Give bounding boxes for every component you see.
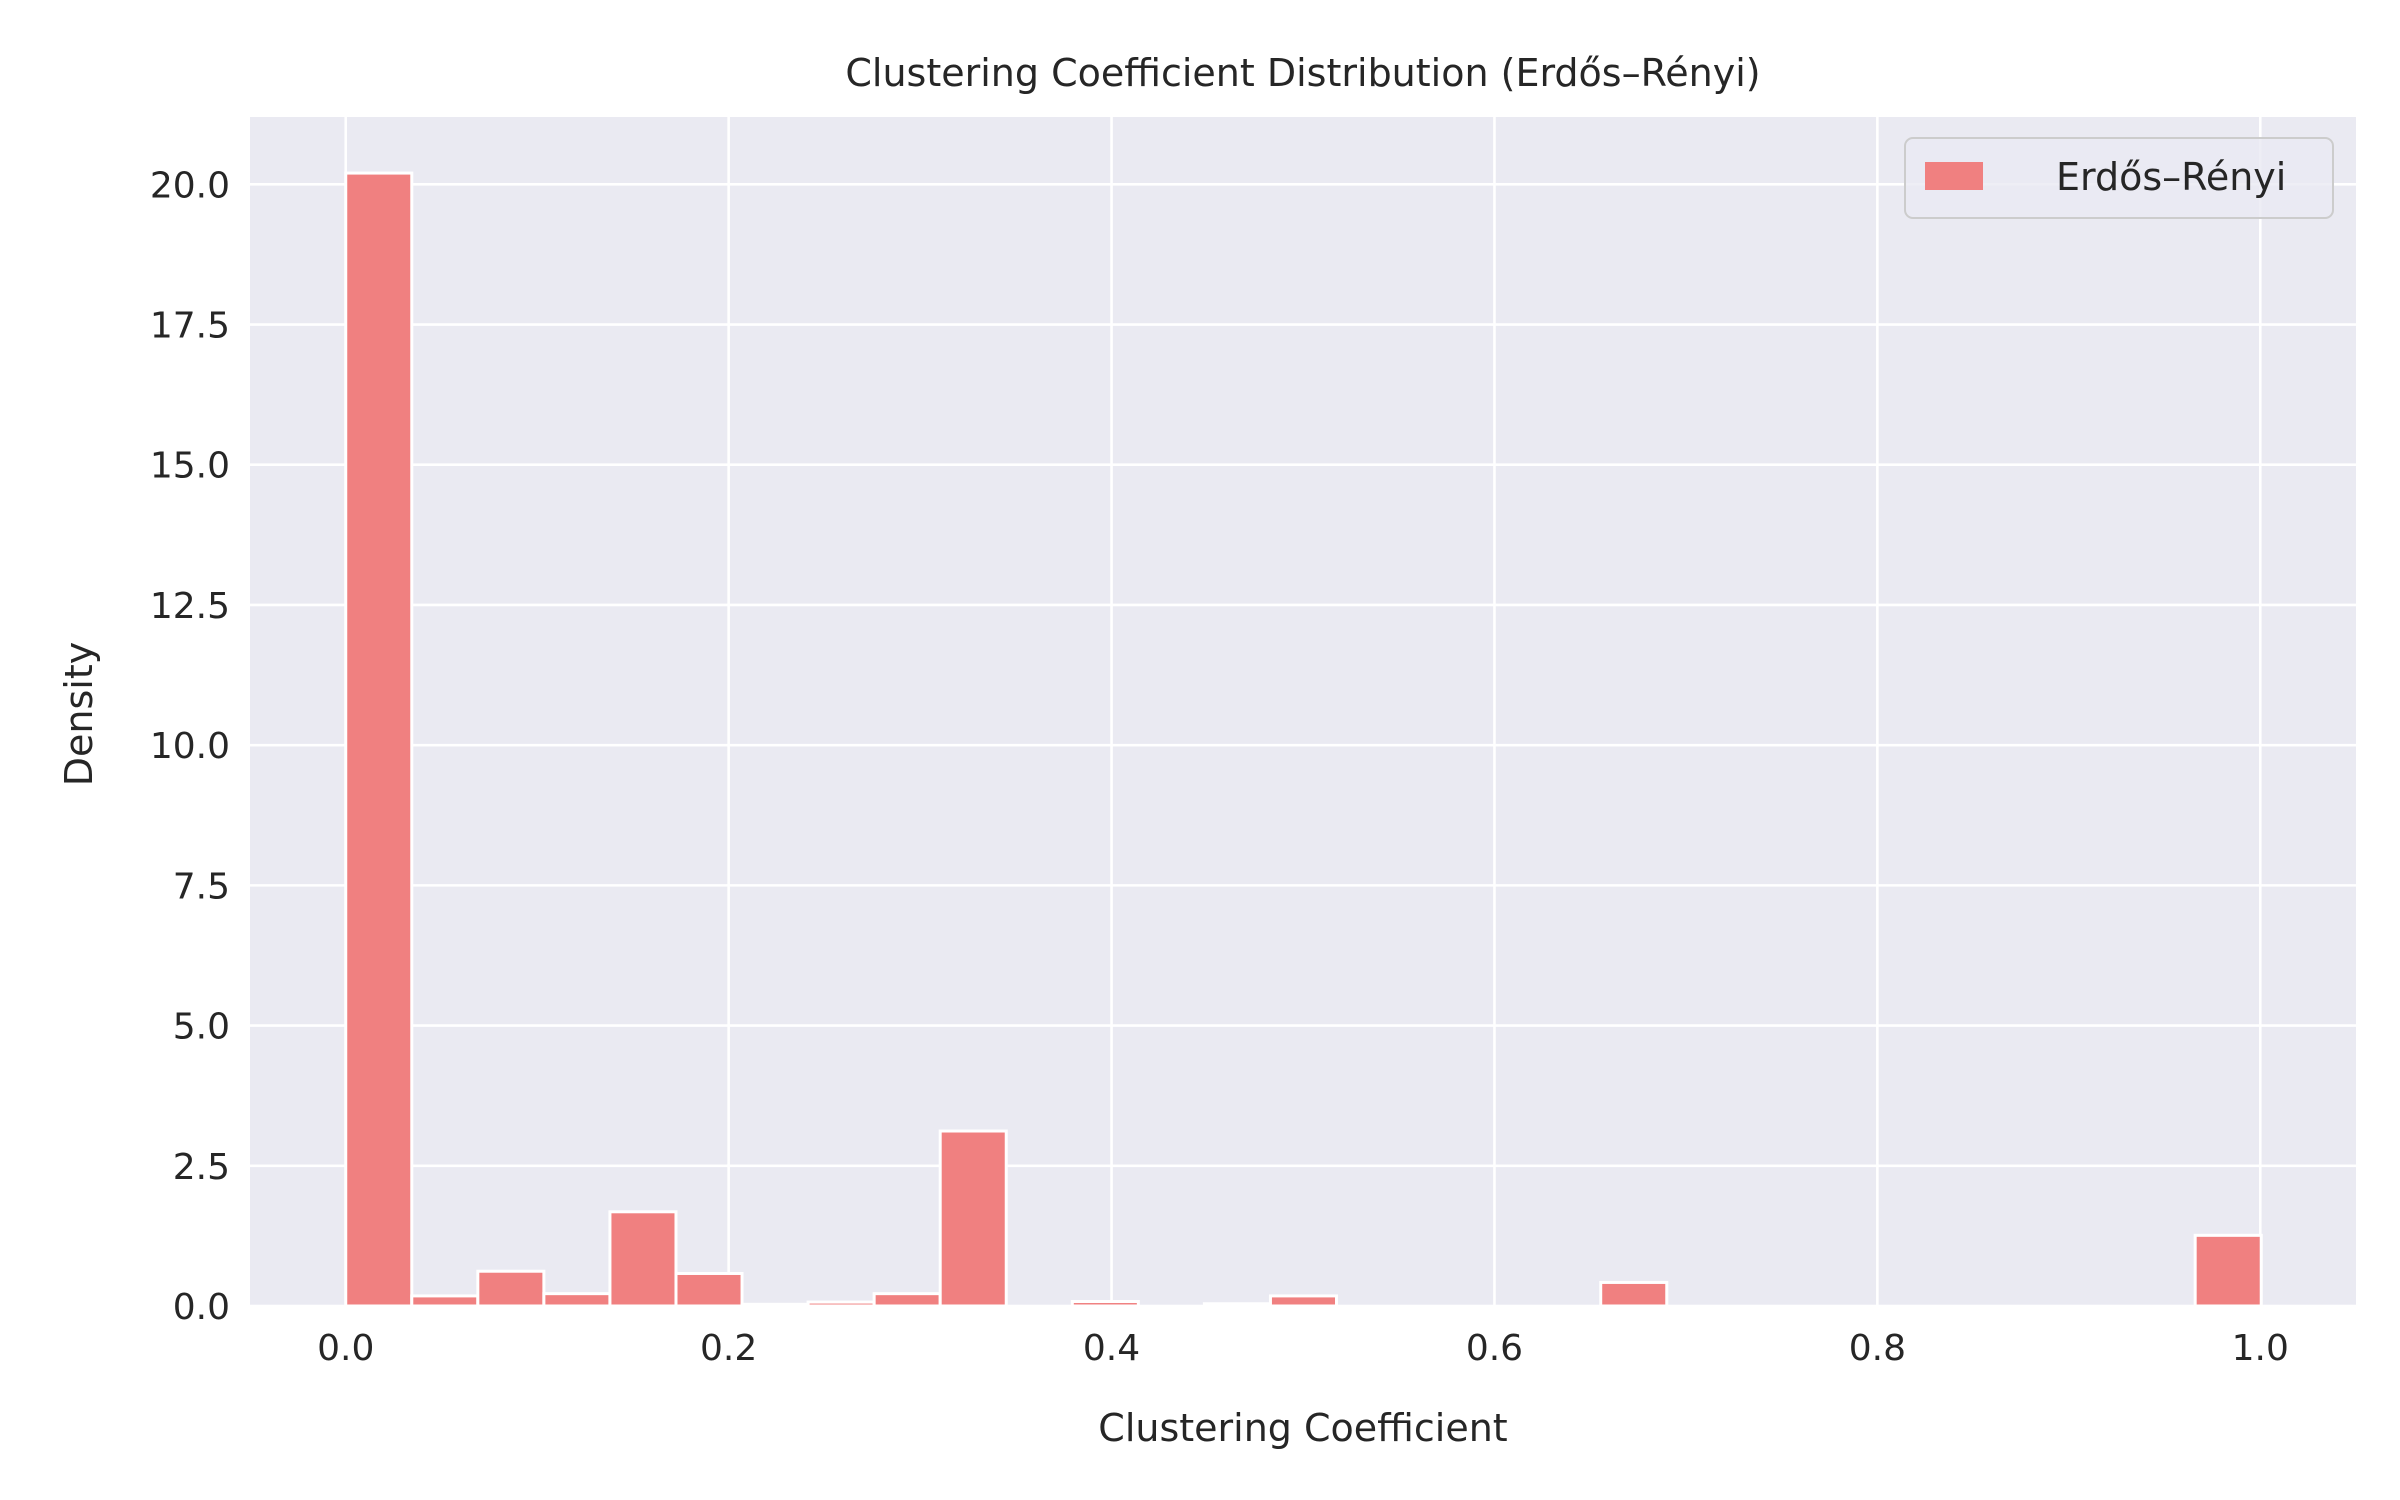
- x-tick-label: 0.2: [700, 1328, 757, 1369]
- grid: [250, 117, 2356, 1308]
- histogram-bar: [1268, 1294, 1339, 1308]
- y-tick-label: 0.0: [173, 1287, 230, 1328]
- y-tick-label: 20.0: [150, 165, 230, 206]
- histogram-bar: [806, 1300, 876, 1308]
- histogram-bar: [344, 171, 414, 1308]
- y-tick-label: 2.5: [173, 1147, 230, 1188]
- histogram-bar: [1202, 1302, 1272, 1308]
- chart-title: Clustering Coefficient Distribution (Erd…: [845, 51, 1760, 95]
- y-tick-label: 7.5: [173, 866, 230, 907]
- x-tick-label: 0.8: [1849, 1328, 1906, 1369]
- x-tick-label: 1.0: [2232, 1328, 2289, 1369]
- histogram-bar: [2193, 1233, 2263, 1308]
- legend-swatch: [1925, 162, 1983, 190]
- histogram-bar: [608, 1210, 678, 1308]
- bars: [344, 171, 2263, 1308]
- x-tick-label: 0.6: [1466, 1328, 1523, 1369]
- histogram-bar: [872, 1292, 942, 1308]
- histogram-bar: [1070, 1300, 1140, 1308]
- histogram-bar: [1599, 1280, 1669, 1308]
- histogram-bar: [476, 1269, 546, 1308]
- histogram-bar: [938, 1129, 1008, 1308]
- legend: Erdős–Rényi: [1904, 137, 2334, 219]
- x-axis-label: Clustering Coefficient: [1098, 1406, 1507, 1450]
- plot-area: [250, 117, 2356, 1306]
- histogram-bar: [674, 1271, 744, 1308]
- x-tick-label: 0.0: [317, 1328, 374, 1369]
- y-axis-label: Density: [57, 642, 101, 786]
- histogram-bar: [740, 1302, 810, 1308]
- y-tick-label: 12.5: [150, 586, 230, 627]
- legend-box: [1904, 137, 2334, 219]
- y-tick-label: 15.0: [150, 446, 230, 487]
- histogram-bar: [410, 1294, 480, 1308]
- y-tick-label: 5.0: [173, 1007, 230, 1048]
- tick-labels: 0.0 0.2 0.4 0.6 0.8 1.0 0.0 2.5 5.0 7.5 10.0 12.5 15…: [150, 165, 2289, 1369]
- y-tick-label: 10.0: [150, 726, 230, 767]
- y-tick-label: 17.5: [150, 306, 230, 347]
- x-tick-label: 0.4: [1083, 1328, 1140, 1369]
- legend-label: Erdős–Rényi: [2056, 155, 2286, 199]
- histogram-bar: [542, 1292, 612, 1308]
